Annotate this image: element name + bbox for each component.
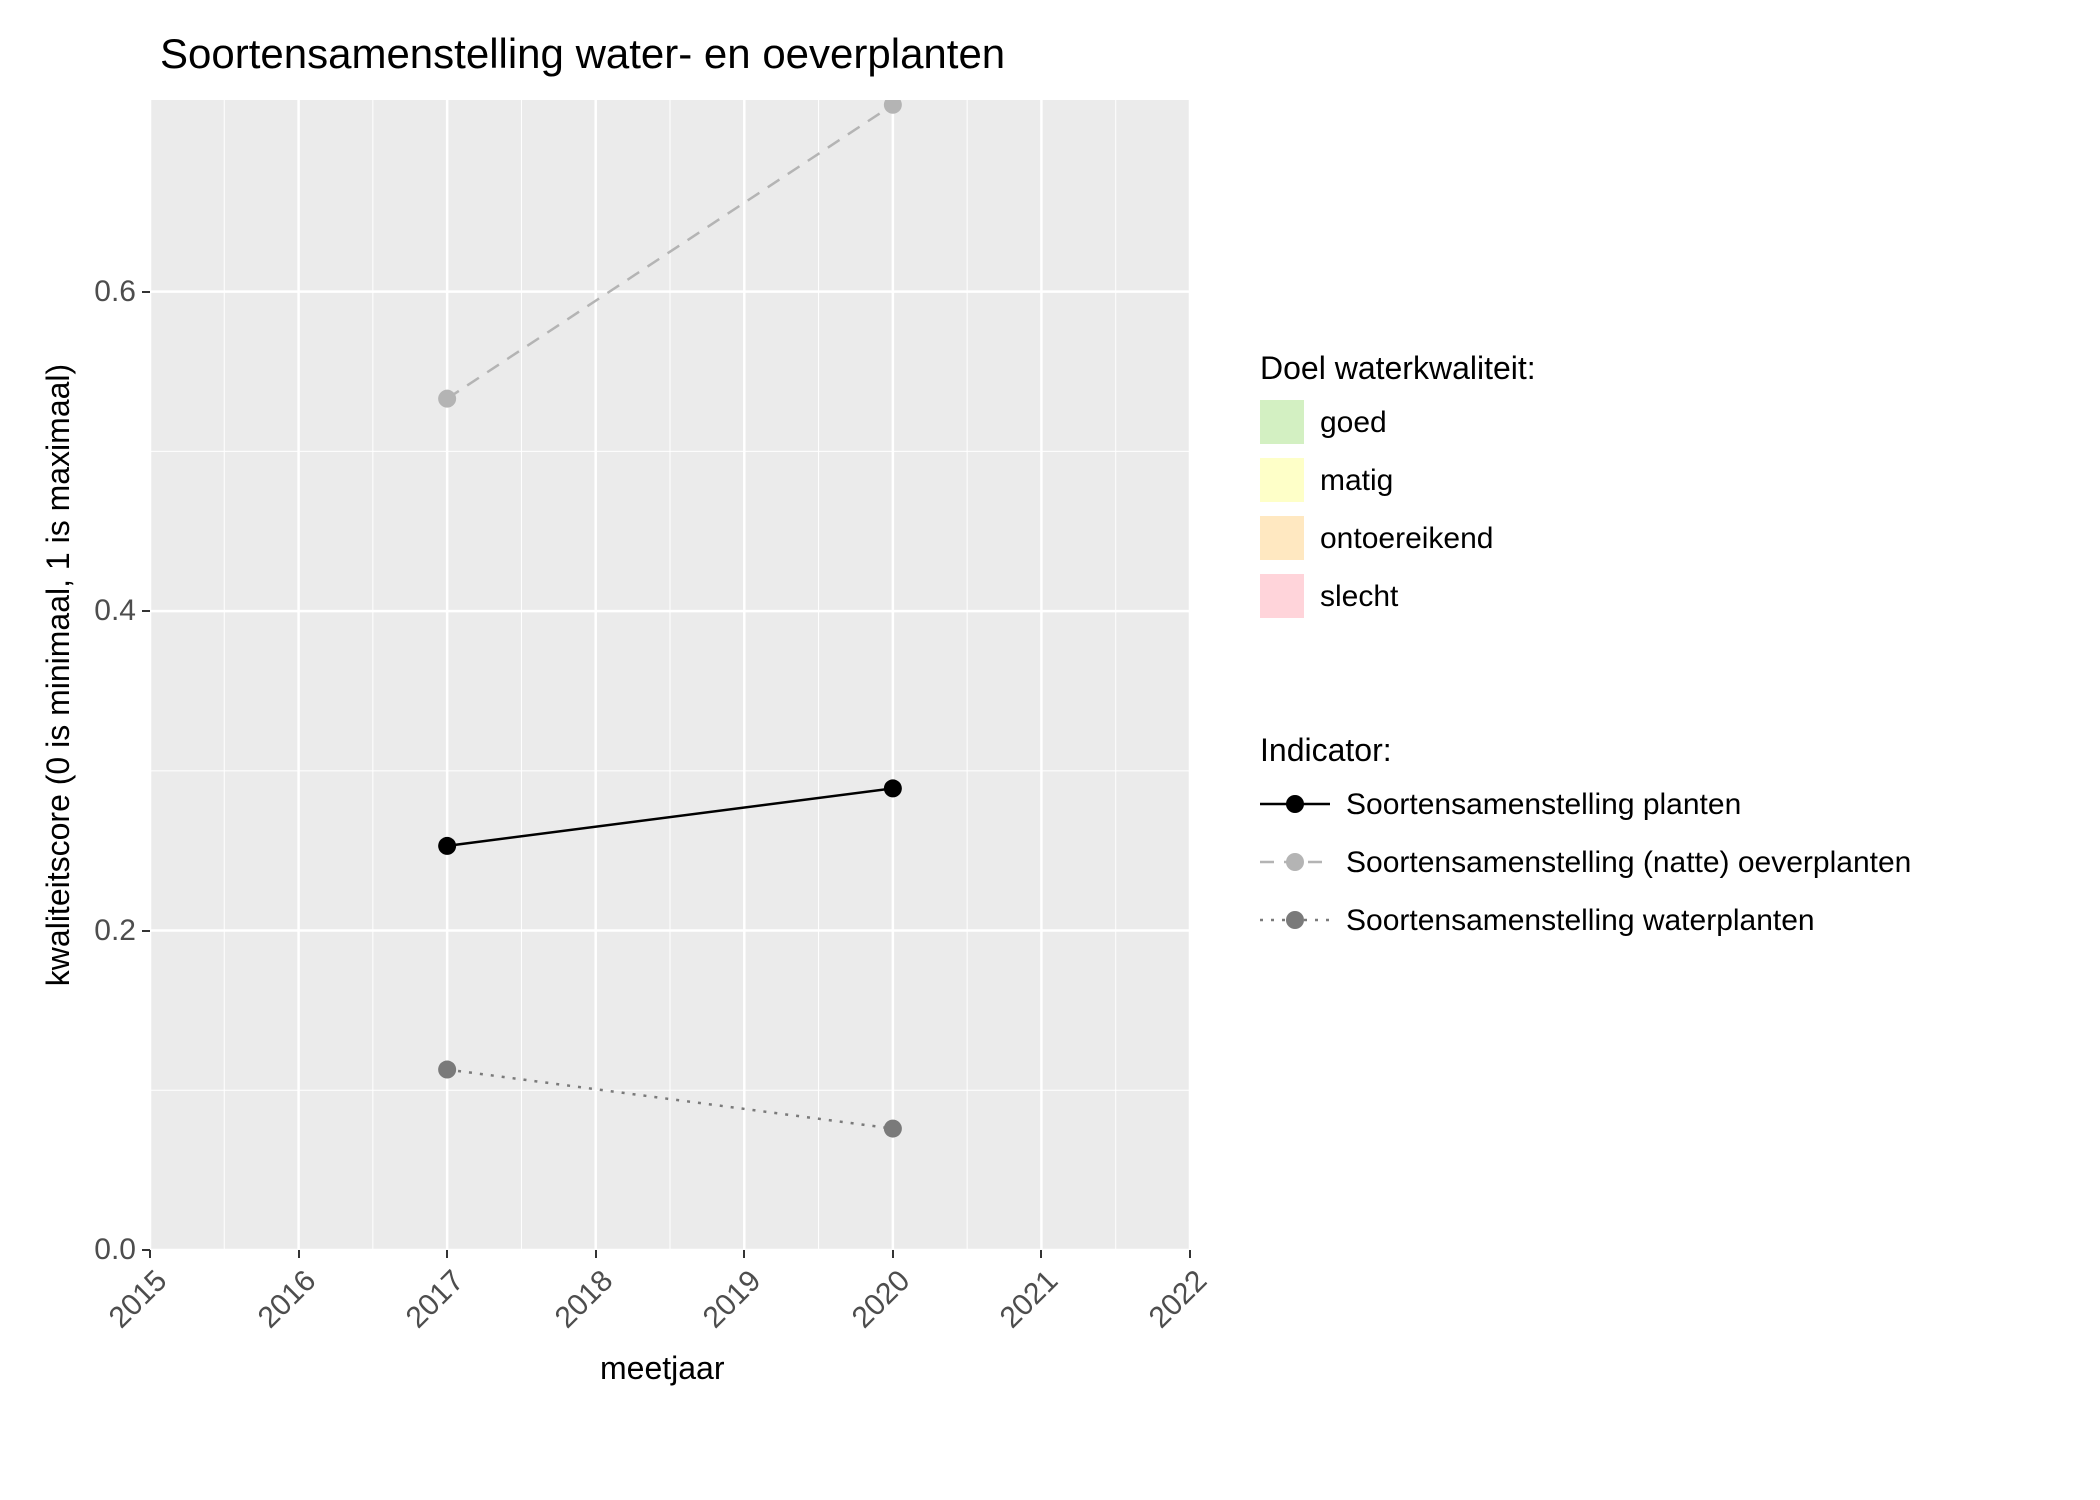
y-axis-title: kwaliteitscore (0 is minimaal, 1 is maxi… [40,364,77,986]
legend2-label: Soortensamenstelling waterplanten [1346,904,1815,938]
legend2-label: Soortensamenstelling (natte) oeverplante… [1346,846,1911,880]
x-tick-mark [892,1250,894,1258]
legend1-swatch [1260,516,1304,560]
legend1-swatch [1260,400,1304,444]
legend1-label: slecht [1320,580,1398,614]
x-tick-mark [298,1250,300,1258]
plot-panel [150,100,1190,1250]
x-tick-label: 2022 [1143,1264,1214,1335]
legend1-title: Doel waterkwaliteit: [1260,350,1536,387]
legend2-sample [1260,782,1330,826]
plot-svg [150,100,1190,1250]
legend2-title: Indicator: [1260,732,1392,769]
x-tick-label: 2017 [400,1264,471,1335]
y-tick-mark [142,291,150,293]
y-tick-mark [142,610,150,612]
x-tick-label: 2020 [846,1264,917,1335]
x-tick-mark [149,1250,151,1258]
y-tick-label: 0.4 [94,594,136,628]
x-tick-label: 2021 [994,1264,1065,1335]
legend1-swatch [1260,574,1304,618]
x-tick-mark [446,1250,448,1258]
x-tick-label: 2018 [549,1264,620,1335]
legend1-swatch [1260,458,1304,502]
x-tick-mark [595,1250,597,1258]
legend2-label: Soortensamenstelling planten [1346,788,1741,822]
x-tick-label: 2015 [103,1264,174,1335]
x-tick-label: 2019 [697,1264,768,1335]
x-tick-mark [1040,1250,1042,1258]
legend1-label: matig [1320,464,1393,498]
legend2-sample [1260,898,1330,942]
y-tick-label: 0.2 [94,914,136,948]
y-tick-label: 0.6 [94,275,136,309]
y-tick-label: 0.0 [94,1233,136,1267]
y-tick-mark [142,1249,150,1251]
chart-container: Soortensamenstelling water- en oeverplan… [0,0,2100,1500]
x-tick-label: 2016 [251,1264,322,1335]
legend1-label: ontoereikend [1320,522,1493,556]
legend1-label: goed [1320,406,1387,440]
x-axis-title: meetjaar [600,1350,725,1387]
chart-title: Soortensamenstelling water- en oeverplan… [160,30,1005,78]
legend2-sample [1260,840,1330,884]
x-tick-mark [1189,1250,1191,1258]
y-tick-mark [142,930,150,932]
x-tick-mark [743,1250,745,1258]
